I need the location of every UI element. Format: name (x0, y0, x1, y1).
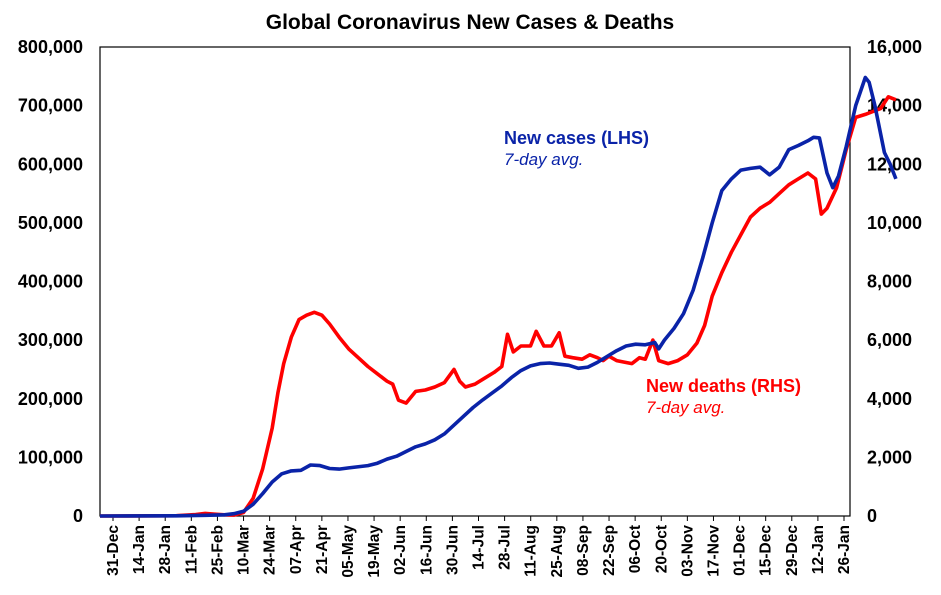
x-tick-label: 20-Oct (653, 525, 670, 573)
x-tick-label: 25-Aug (549, 525, 566, 578)
x-tick-label: 19-May (366, 525, 383, 578)
x-tick-label: 11-Aug (523, 525, 540, 577)
x-tick-label: 25-Feb (209, 525, 226, 575)
x-tick-label: 11-Feb (183, 525, 200, 574)
y-left-tick-label: 800,000 (18, 37, 83, 57)
y-right-tick-label: 16,000 (867, 37, 922, 57)
y-right-tick-label: 8,000 (867, 272, 912, 292)
y-right-tick-label: 6,000 (867, 330, 912, 350)
y-right-tick-label: 10,000 (867, 213, 922, 233)
x-tick-label: 16-Jun (418, 525, 435, 575)
x-tick-label: 12-Jan (810, 525, 827, 574)
x-tick-label: 08-Sep (575, 525, 592, 576)
y-right-tick-label: 12,000 (867, 154, 922, 174)
x-tick-label: 24-Mar (262, 525, 279, 575)
x-tick-label: 22-Sep (601, 525, 618, 576)
x-tick-label: 30-Jun (444, 525, 461, 575)
x-tick-label: 05-May (340, 525, 357, 578)
y-left-tick-label: 400,000 (18, 272, 83, 292)
y-left-tick-label: 200,000 (18, 389, 83, 409)
x-tick-label: 01-Dec (732, 525, 749, 576)
x-axis-ticks: 31-Dec 14-Jan 28-Jan 11-Feb 25-Feb 10-Mar 24-M… (105, 516, 853, 578)
y-left-tick-label: 300,000 (18, 330, 83, 350)
x-tick-label: 06-Oct (627, 525, 644, 573)
legend-deaths-name: New deaths (RHS) (646, 376, 801, 396)
x-tick-label: 02-Jun (392, 525, 409, 575)
y-right-tick-label: 2,000 (867, 447, 912, 467)
x-tick-label: 10-Mar (236, 525, 253, 575)
x-tick-label: 15-Dec (758, 525, 775, 576)
x-tick-label: 26-Jan (836, 525, 853, 574)
y-left-tick-label: 600,000 (18, 154, 83, 174)
plot-area (99, 46, 851, 517)
legend-cases-sub: 7-day avg. (504, 150, 583, 169)
x-tick-label: 28-Jul (497, 525, 514, 570)
series-line-new-deaths (99, 95, 897, 518)
series-layer (99, 75, 898, 518)
y-right-tick-label: 14,000 (867, 96, 922, 116)
x-tick-label: 07-Apr (288, 525, 305, 574)
x-tick-label: 29-Dec (784, 525, 801, 576)
legend-cases-name: New cases (LHS) (504, 128, 649, 148)
x-tick-label: 21-Apr (314, 525, 331, 574)
series-line-new-cases (99, 75, 898, 518)
x-tick-label: 17-Nov (705, 525, 722, 577)
x-tick-label: 31-Dec (105, 525, 122, 576)
chart-title: Global Coronavirus New Cases & Deaths (266, 11, 674, 34)
right-axis-ticks: 0 2,000 4,000 6,000 8,000 10,000 12,000 14,000 1… (867, 37, 922, 526)
x-tick-label: 14-Jan (131, 525, 148, 574)
y-left-tick-label: 700,000 (18, 96, 83, 116)
x-tick-label: 28-Jan (157, 525, 174, 574)
legend-deaths-sub: 7-day avg. (646, 398, 725, 417)
y-left-tick-label: 0 (73, 506, 83, 526)
y-left-tick-label: 500,000 (18, 213, 83, 233)
left-axis-ticks: 0 100,000 200,000 300,000 400,000 500,000 600,… (18, 37, 83, 526)
x-tick-label: 14-Jul (471, 525, 488, 570)
y-left-tick-label: 100,000 (18, 447, 83, 467)
x-tick-label: 03-Nov (679, 525, 696, 577)
y-right-tick-label: 4,000 (867, 389, 912, 409)
y-right-tick-label: 0 (867, 506, 877, 526)
